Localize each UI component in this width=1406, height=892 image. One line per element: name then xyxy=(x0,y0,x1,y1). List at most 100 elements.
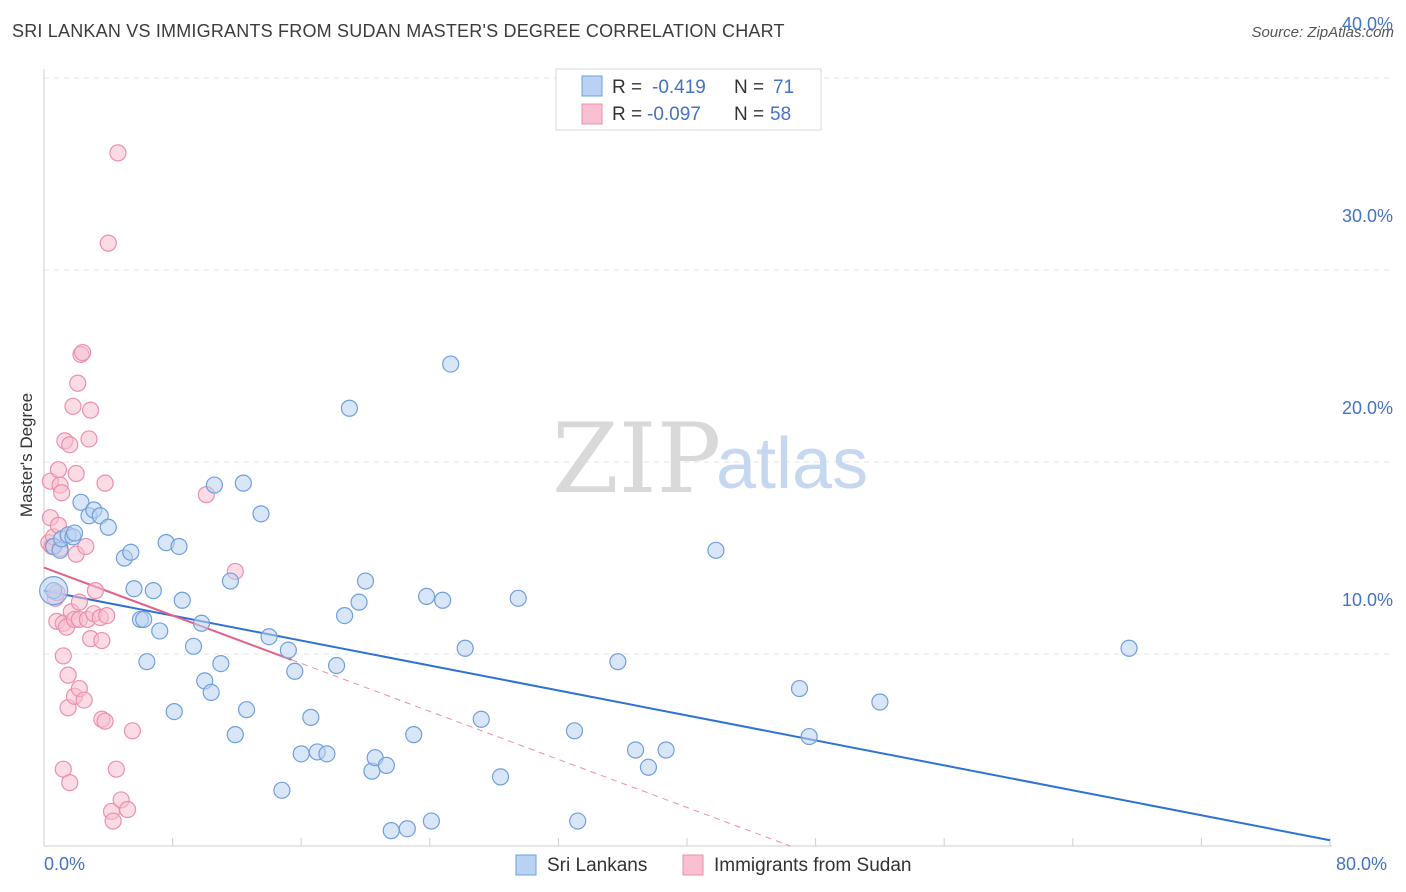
trend-line-sri-lankans xyxy=(43,589,1331,842)
stats-r-value-blue: -0.419 xyxy=(652,77,706,98)
point-sri-lankans xyxy=(170,537,188,556)
point-sri-lankans xyxy=(192,614,211,632)
stats-r-label-pink: R = xyxy=(612,104,642,125)
x-tick-labels: 0.0% 80.0% xyxy=(44,854,1387,874)
y-tick-label: 20.0% xyxy=(1342,398,1393,418)
point-sri-lankans xyxy=(292,745,310,763)
stats-n-label-blue: N = xyxy=(734,77,764,98)
stats-n-label-pink: N = xyxy=(734,104,764,125)
point-sri-lankans xyxy=(234,474,252,492)
point-sudan xyxy=(61,774,79,792)
trend-line-sudan xyxy=(43,566,292,661)
x-tick-label-max: 80.0% xyxy=(1336,854,1387,874)
point-sri-lankans xyxy=(377,756,395,774)
point-sudan xyxy=(70,593,88,611)
point-sri-lankans xyxy=(565,722,584,740)
point-sri-lankans xyxy=(336,606,354,625)
point-sudan xyxy=(49,461,68,479)
point-sudan xyxy=(61,436,79,454)
point-sudan xyxy=(80,430,98,448)
trend-lines xyxy=(43,566,1331,847)
point-sudan xyxy=(109,144,127,162)
point-sudan xyxy=(73,343,92,362)
point-sri-lankans xyxy=(340,399,359,417)
watermark-atlas: atlas xyxy=(716,424,868,504)
stats-r-label-blue: R = xyxy=(612,77,642,98)
point-sri-lankans xyxy=(626,741,645,759)
series-legend-swatch-sri-lankans xyxy=(515,854,537,876)
point-sudan xyxy=(107,760,125,778)
stats-legend-swatch-pink xyxy=(581,103,603,125)
point-sri-lankans xyxy=(138,653,156,671)
point-sudan xyxy=(77,537,95,556)
point-sri-lankans xyxy=(707,541,725,559)
stats-n-value-pink: 58 xyxy=(770,104,791,125)
point-sudan xyxy=(75,691,93,709)
series-legend: Sri Lankans Immigrants from Sudan xyxy=(515,854,911,876)
point-sudan xyxy=(98,606,116,625)
x-ticks xyxy=(43,838,1331,846)
point-sri-lankans xyxy=(165,702,183,721)
point-sri-lankans xyxy=(657,741,675,759)
point-sri-lankans xyxy=(184,637,203,655)
point-sri-lankans xyxy=(221,572,240,590)
stats-legend-swatch-blue xyxy=(581,75,603,97)
point-sri-lankans xyxy=(800,727,818,746)
point-sudan xyxy=(86,582,105,600)
source-label: Source: ZipAtlas.com xyxy=(1251,24,1394,41)
point-sri-lankans xyxy=(252,505,270,523)
point-sri-lankans xyxy=(609,653,627,671)
point-sri-lankans xyxy=(356,572,375,590)
y-tick-label: 10.0% xyxy=(1342,590,1393,610)
point-sri-lankans xyxy=(125,580,143,598)
point-sudan xyxy=(99,234,117,252)
gridlines xyxy=(44,77,1394,655)
point-sri-lankans xyxy=(286,662,304,680)
point-sri-lankans xyxy=(173,591,191,609)
point-sri-lankans xyxy=(509,589,527,607)
point-sri-lankans xyxy=(417,587,436,606)
point-sri-lankans xyxy=(472,710,490,728)
point-sri-lankans xyxy=(382,822,400,840)
point-sri-lankans xyxy=(398,820,416,838)
stats-legend: R = -0.419 N = 71 R = -0.097 N = 58 xyxy=(555,68,822,131)
point-sri-lankans xyxy=(151,622,169,640)
point-sudan xyxy=(69,374,87,392)
point-sri-lankans xyxy=(65,524,84,542)
y-tick-labels: 10.0% 20.0% 30.0% 40.0% xyxy=(1342,14,1393,610)
watermark-zip: ZIP xyxy=(552,403,721,515)
point-sudan xyxy=(96,712,114,730)
point-sri-lankans xyxy=(202,683,220,702)
point-sri-lankans xyxy=(72,493,90,511)
point-sudan xyxy=(96,474,114,492)
point-sri-lankans xyxy=(871,693,889,711)
point-sudan xyxy=(59,666,77,684)
data-points xyxy=(39,144,1138,840)
point-sri-lankans xyxy=(302,708,320,726)
point-sudan xyxy=(118,800,137,819)
point-sri-lankans-large xyxy=(39,576,69,606)
point-sri-lankans xyxy=(226,726,244,744)
stats-n-value-blue: 71 xyxy=(773,77,794,98)
point-sri-lankans xyxy=(491,768,510,786)
point-sudan xyxy=(82,401,100,419)
point-sri-lankans xyxy=(456,639,474,657)
point-sri-lankans xyxy=(273,781,291,799)
series-legend-label-sri-lankans: Sri Lankans xyxy=(547,855,647,876)
point-sri-lankans xyxy=(1120,639,1138,657)
watermark: ZIP atlas xyxy=(552,403,868,515)
trend-line-sudan-extension xyxy=(291,659,791,847)
point-sri-lankans xyxy=(318,745,336,763)
point-sri-lankans xyxy=(434,591,452,609)
point-sri-lankans xyxy=(279,641,297,659)
series-legend-swatch-sudan xyxy=(682,854,704,876)
point-sri-lankans xyxy=(790,679,809,698)
point-sudan xyxy=(64,397,82,415)
x-tick-label-min: 0.0% xyxy=(44,854,85,874)
point-sri-lankans xyxy=(442,355,460,373)
point-sri-lankans xyxy=(122,543,140,561)
point-sri-lankans xyxy=(405,726,423,744)
point-sri-lankans xyxy=(569,812,587,830)
point-sri-lankans xyxy=(350,593,368,611)
point-sri-lankans xyxy=(212,654,230,673)
